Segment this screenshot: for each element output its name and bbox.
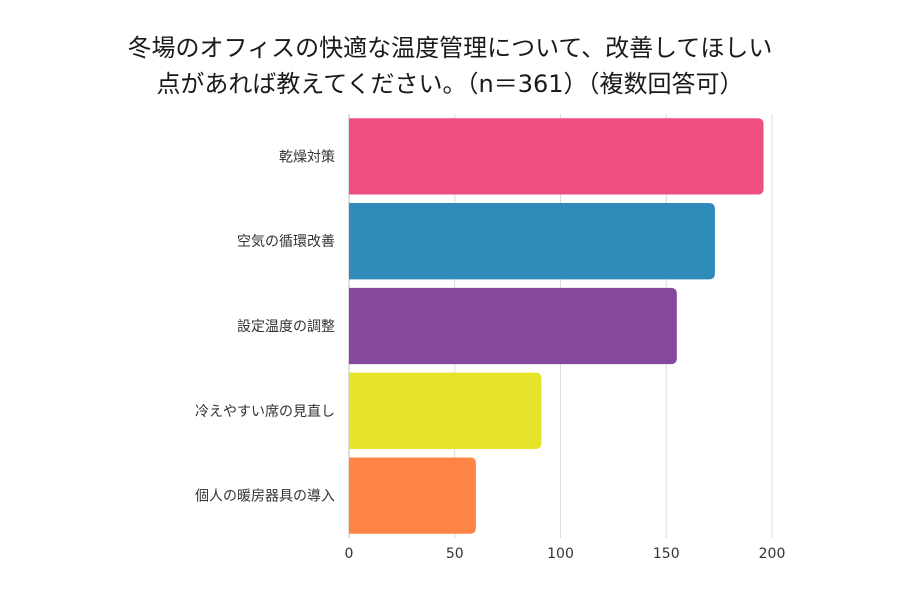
category-label: 個人の暖房器具の導入 <box>195 489 335 505</box>
chart-title-line-2: 点があれば教えてください。（n＝361）（複数回答可） <box>156 70 744 98</box>
category-label: 空気の循環改善 <box>237 234 335 250</box>
category-label: 設定温度の調整 <box>237 319 335 335</box>
x-tick-label: 150 <box>653 546 680 562</box>
bar-5 <box>349 457 476 534</box>
chart-title: 冬場のオフィスの快適な温度管理について、改善してほしい 点があれば教えてください… <box>0 30 900 102</box>
bar-3 <box>349 287 677 365</box>
x-tick-label: 0 <box>345 546 354 562</box>
bar-1 <box>349 118 764 195</box>
bar-4 <box>349 372 542 449</box>
category-label: 冷えやすい席の見直し <box>195 403 335 420</box>
chart-title-line-1: 冬場のオフィスの快適な温度管理について、改善してほしい <box>127 34 773 62</box>
bars <box>349 118 764 534</box>
x-tick-labels: 0 50 100 150 200 <box>345 546 786 562</box>
x-tick-label: 100 <box>547 546 574 562</box>
bar-2 <box>349 203 715 280</box>
x-tick-label: 50 <box>446 546 464 562</box>
category-label: 乾燥対策 <box>279 148 335 165</box>
x-tick-label: 200 <box>759 546 786 562</box>
